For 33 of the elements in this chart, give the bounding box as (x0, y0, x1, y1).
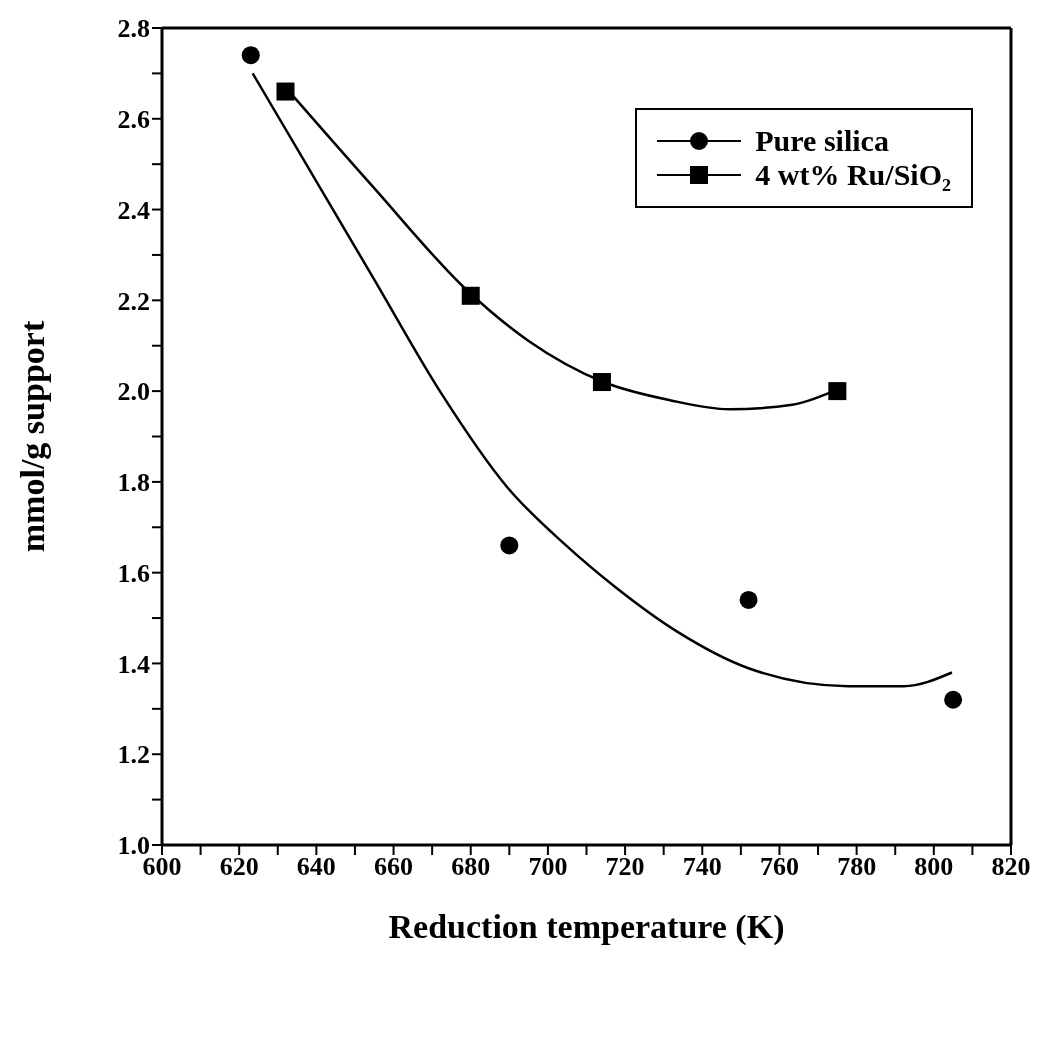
x-tick-label: 800 (914, 852, 954, 882)
line-series (251, 72, 954, 688)
legend-label: 4 wt% Ru/SiO₂ (755, 158, 951, 192)
legend-label: Pure silica (755, 124, 889, 158)
x-tick-label: 620 (219, 852, 259, 882)
y-axis-title: mmol/g support (14, 320, 52, 553)
y-tick-label: 1.6 (117, 558, 150, 588)
point (461, 286, 480, 305)
y-tick-label: 2.8 (117, 14, 150, 44)
point (241, 46, 260, 65)
x-tick-label: 700 (528, 852, 568, 882)
x-tick-label: 780 (837, 852, 877, 882)
point (944, 690, 963, 709)
x-tick-label: 720 (605, 852, 645, 882)
y-tick-label: 2.0 (117, 377, 150, 407)
x-tick-label: 760 (759, 852, 799, 882)
y-tick-label: 2.4 (117, 195, 150, 225)
x-tick-label: 820 (991, 852, 1031, 882)
point (500, 536, 519, 555)
point (592, 373, 611, 392)
y-tick-label: 1.8 (117, 468, 150, 498)
point (739, 590, 758, 609)
point (276, 82, 295, 101)
point (828, 382, 847, 401)
y-tick-label: 1.4 (117, 649, 150, 679)
x-tick-label: 680 (451, 852, 491, 882)
x-tick-label: 660 (374, 852, 414, 882)
y-tick-label: 1.2 (117, 740, 150, 770)
x-tick-label: 740 (682, 852, 722, 882)
x-tick-label: 640 (296, 852, 336, 882)
y-tick-label: 2.6 (117, 105, 150, 135)
x-axis-title: Reduction temperature (K) (388, 908, 785, 946)
y-tick-label: 2.2 (117, 286, 150, 316)
